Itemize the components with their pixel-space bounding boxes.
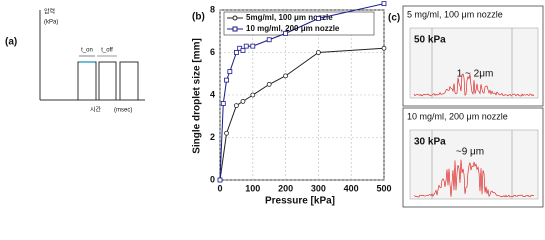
y-label: 압력 [44,8,55,16]
panel-label: (a) [5,37,17,48]
marker [266,37,272,43]
marker [224,130,229,136]
legend-marker [232,15,238,21]
panel-label: (c) [388,13,400,24]
pulse-train [40,61,139,101]
marker [283,30,289,36]
size-label: 1 ~ 2μm [457,69,494,80]
panel-label: (b) [192,12,205,23]
spectrum-plot [409,129,539,200]
series-line [219,47,385,181]
y-unit: (kPa) [44,20,58,26]
marker [315,50,321,55]
y-tick-label: 0 [210,174,215,184]
marker [266,81,272,87]
x-tick-label: 500 [376,183,391,193]
toff-label: t_off [101,48,113,54]
marker [224,77,229,83]
marker [233,103,239,109]
y-axis-label: Single droplet size [mm] [192,38,203,154]
x-tick-label: 400 [344,183,359,193]
x-tick-label: 100 [245,183,260,193]
legend-marker [232,26,238,32]
marker [220,101,226,106]
pressure-label: 30 kPa [414,137,446,148]
pressure-label: 50 kPa [414,35,446,46]
spectra: 5 mg/ml, 100 μm nozzle 50 kPa 1 ~ 2μm 10 mg… [402,5,544,208]
figure: (a) t_on t_off 압력 (kPa) 시간 (msec) (b) Pr… [5,1,544,208]
spectrum-trace [413,159,535,198]
marker [227,69,233,75]
y-tick-label: 4 [210,89,215,99]
spectrum-plot [409,27,539,99]
marker [283,73,289,79]
marker [243,43,249,49]
marker [240,47,246,53]
x-label: 시간 [90,106,102,114]
x-tick-label: 200 [278,183,293,193]
spectrum-title: 10 mg/ml, 200 μm nozzle [407,111,508,121]
x-unit: (msec) [114,108,132,114]
spectrum-title: 5 mg/ml, 100 μm nozzle [407,9,503,19]
legend-label: 5mg/ml, 100 μm nozzle [246,13,333,22]
x-axis-label: Pressure [kPa] [265,196,335,207]
x-tick-label: 300 [311,183,326,193]
marker [233,50,239,55]
marker [240,98,246,104]
y-tick-label: 2 [210,132,215,142]
y-tick-label: 8 [210,4,215,14]
marker [217,177,223,183]
y-tick-label: 6 [210,47,215,57]
ton-label: t_on [81,48,93,54]
x-tick-label: 0 [217,183,222,193]
marker [250,43,256,49]
marker [381,1,387,7]
spectrum-trace [413,73,535,97]
size-label: ~9 μm [456,147,484,158]
marker [381,45,387,51]
legend-box [223,11,375,36]
marker [250,92,256,98]
plot: 0 100 200 300 400 500 0 2 4 6 8 5mg/ml, 100 μm nozz… [210,1,392,193]
legend-label: 10 mg/ml, 200 μm nozzle [246,24,340,33]
marker [315,16,321,21]
